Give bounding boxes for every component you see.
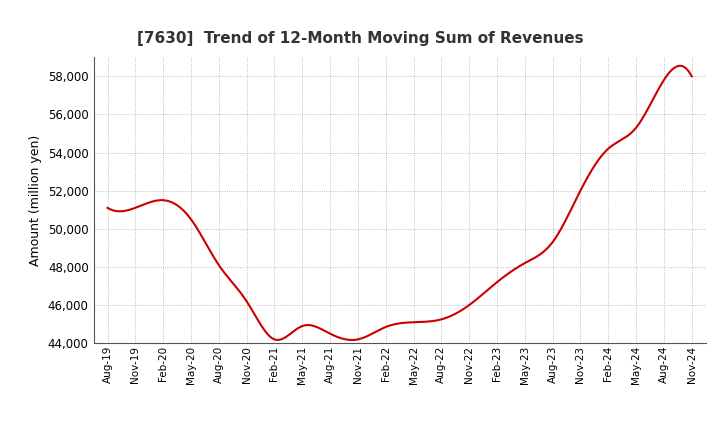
- Y-axis label: Amount (million yen): Amount (million yen): [30, 135, 42, 266]
- Text: [7630]  Trend of 12-Month Moving Sum of Revenues: [7630] Trend of 12-Month Moving Sum of R…: [137, 31, 583, 46]
